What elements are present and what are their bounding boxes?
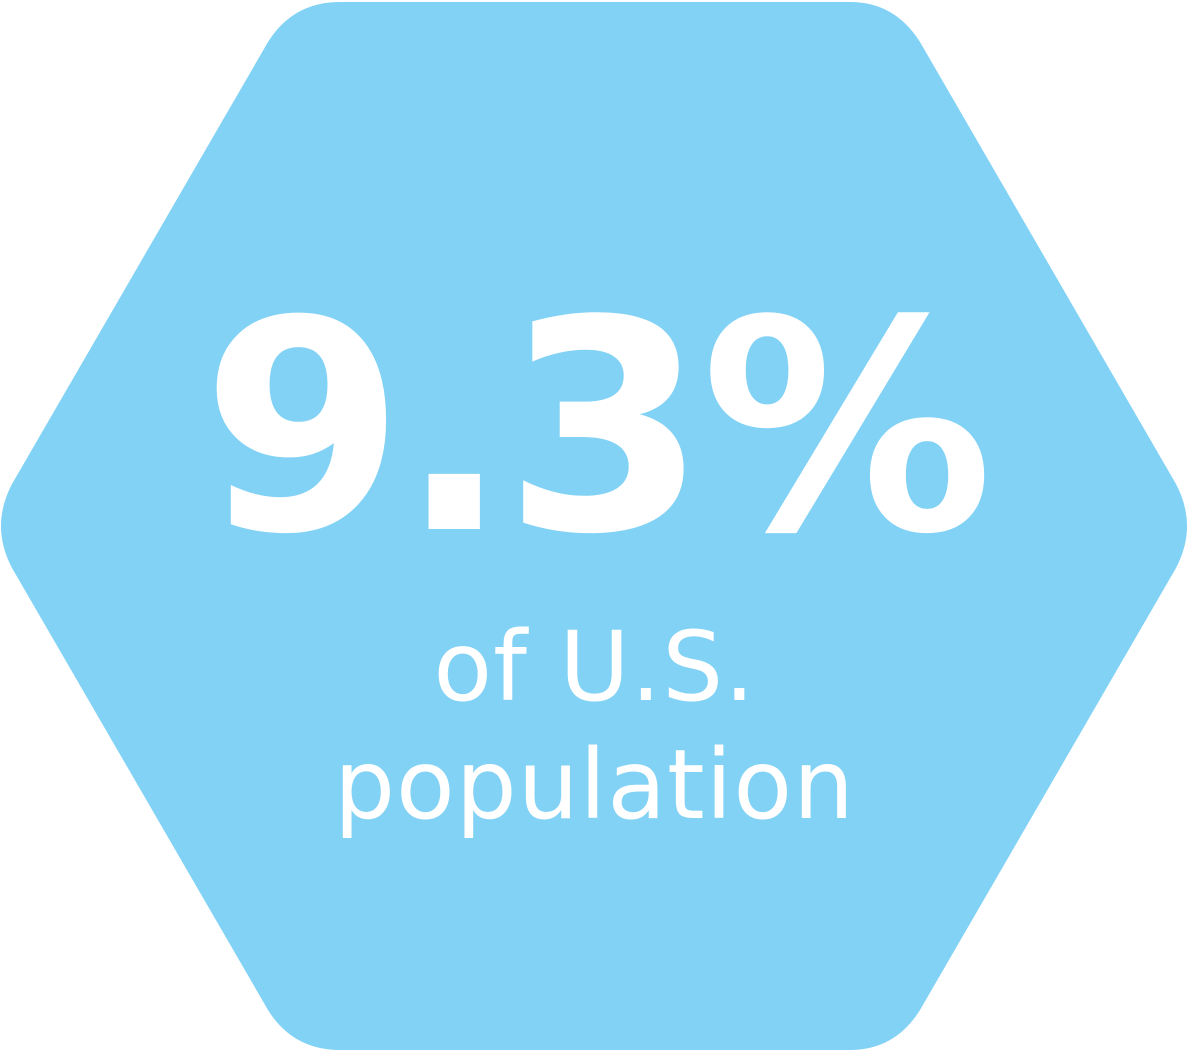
stat-caption: of U.S. population xyxy=(0,608,1189,844)
stat-caption-line1: of U.S. xyxy=(433,611,756,723)
stat-value: 9.3% xyxy=(201,258,994,598)
stat-caption-line2: population xyxy=(334,729,855,841)
